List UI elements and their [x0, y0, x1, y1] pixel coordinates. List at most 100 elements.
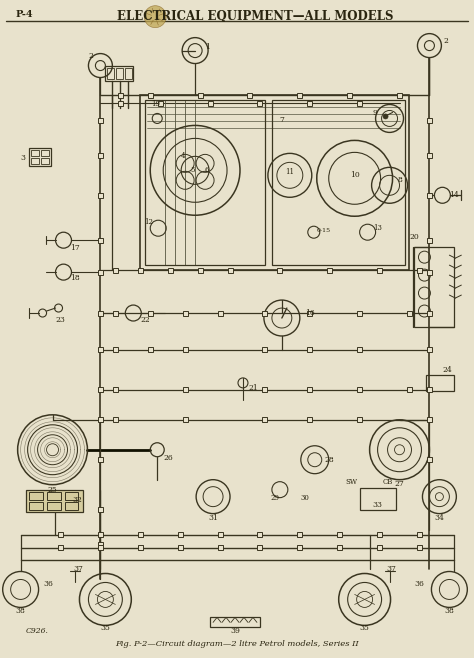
Text: 37: 37: [387, 565, 396, 574]
Text: 23: 23: [55, 316, 65, 324]
Text: 1: 1: [205, 43, 210, 51]
Bar: [118, 93, 123, 98]
Circle shape: [383, 114, 388, 119]
Bar: [148, 347, 153, 353]
Bar: [228, 268, 233, 272]
Text: 11: 11: [285, 168, 294, 176]
Bar: [98, 153, 103, 158]
Bar: [297, 532, 302, 537]
Text: 7: 7: [280, 116, 284, 124]
Bar: [307, 417, 312, 422]
Bar: [327, 268, 332, 272]
Text: ELECTRICAL EQUIPMENT—ALL MODELS: ELECTRICAL EQUIPMENT—ALL MODELS: [117, 10, 393, 22]
Text: 30: 30: [301, 494, 309, 501]
Bar: [263, 417, 267, 422]
Bar: [427, 118, 432, 123]
Bar: [427, 375, 455, 391]
Bar: [208, 101, 212, 106]
Bar: [337, 545, 342, 550]
Text: 35: 35: [360, 624, 370, 632]
Bar: [98, 193, 103, 198]
Text: Fig. P-2—Circuit diagram—2 litre Petrol models, Series II: Fig. P-2—Circuit diagram—2 litre Petrol …: [115, 640, 359, 648]
Bar: [337, 532, 342, 537]
Bar: [307, 388, 312, 392]
Bar: [407, 311, 412, 316]
Bar: [58, 532, 63, 537]
Bar: [247, 93, 253, 98]
Bar: [297, 93, 302, 98]
Bar: [113, 417, 118, 422]
Text: 31: 31: [208, 514, 218, 522]
Bar: [427, 270, 432, 274]
Bar: [46, 492, 61, 499]
Bar: [105, 66, 133, 80]
Bar: [357, 417, 362, 422]
Text: 24: 24: [443, 366, 452, 374]
Bar: [182, 347, 188, 353]
Text: 8: 8: [397, 176, 402, 184]
Bar: [377, 532, 382, 537]
Text: 19: 19: [151, 101, 160, 109]
Text: 28: 28: [325, 456, 335, 464]
Bar: [360, 488, 395, 509]
Text: SW: SW: [346, 478, 358, 486]
Bar: [140, 95, 410, 270]
Text: 17: 17: [71, 244, 81, 252]
Bar: [125, 68, 132, 78]
Text: 16: 16: [305, 309, 315, 317]
Bar: [113, 347, 118, 353]
Bar: [307, 347, 312, 353]
Bar: [108, 68, 114, 78]
Text: 39: 39: [230, 627, 240, 636]
Text: 32: 32: [73, 495, 82, 503]
Circle shape: [144, 6, 166, 28]
Bar: [113, 268, 118, 272]
Bar: [263, 388, 267, 392]
Bar: [116, 68, 123, 78]
Bar: [414, 247, 455, 327]
Bar: [357, 101, 362, 106]
Bar: [218, 545, 222, 550]
Text: 38: 38: [16, 607, 26, 615]
Text: 26: 26: [164, 454, 173, 462]
Text: 37: 37: [73, 565, 83, 574]
Text: 10: 10: [350, 171, 360, 180]
Bar: [98, 457, 103, 462]
Bar: [377, 268, 382, 272]
Bar: [307, 101, 312, 106]
Text: 22: 22: [140, 316, 150, 324]
Bar: [263, 347, 267, 353]
Bar: [64, 501, 79, 509]
Bar: [148, 311, 153, 316]
Text: 9: 9: [372, 109, 377, 118]
Bar: [277, 268, 283, 272]
Bar: [41, 159, 48, 164]
Bar: [98, 118, 103, 123]
Bar: [98, 542, 103, 547]
Bar: [427, 311, 432, 316]
Text: 20: 20: [410, 233, 419, 241]
Bar: [98, 507, 103, 512]
Bar: [138, 545, 143, 550]
Bar: [182, 311, 188, 316]
Text: 13: 13: [373, 224, 382, 232]
Bar: [427, 193, 432, 198]
Text: 6: 6: [205, 166, 210, 174]
Bar: [210, 617, 260, 627]
Bar: [427, 388, 432, 392]
Text: 0-15: 0-15: [317, 228, 331, 233]
Bar: [397, 93, 402, 98]
Bar: [138, 268, 143, 272]
Bar: [427, 153, 432, 158]
Text: 36: 36: [44, 580, 54, 588]
Text: 38: 38: [445, 607, 454, 615]
Bar: [28, 149, 51, 166]
Bar: [427, 457, 432, 462]
Text: 33: 33: [373, 501, 383, 509]
Bar: [118, 101, 123, 106]
Bar: [427, 347, 432, 353]
Bar: [28, 501, 43, 509]
Bar: [257, 101, 263, 106]
Bar: [31, 151, 38, 157]
Bar: [98, 270, 103, 274]
